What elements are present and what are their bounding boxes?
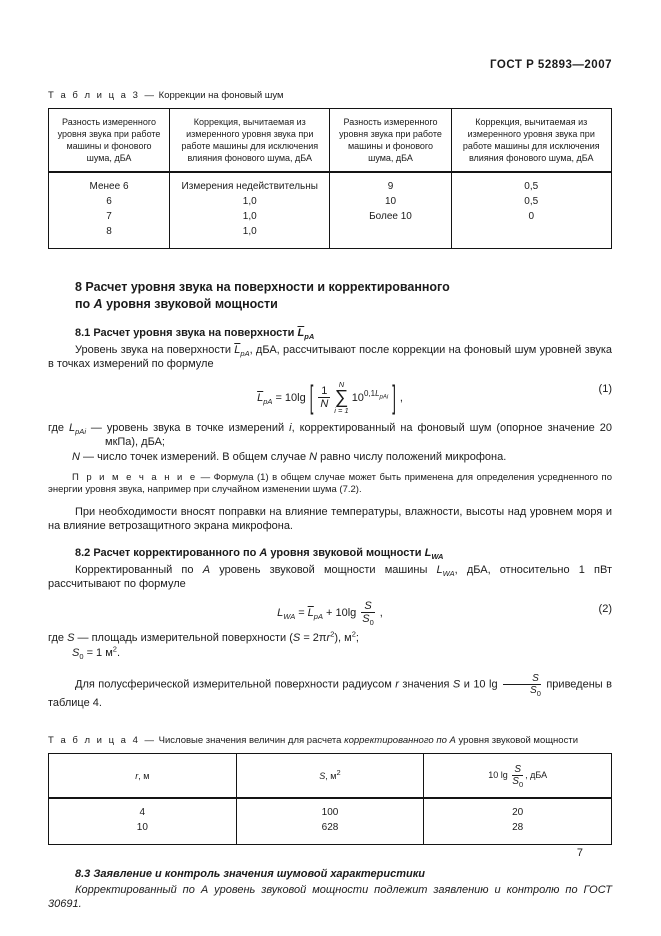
formula-2-number: (2) [598,603,612,615]
table-cell-line: 6 [106,196,112,207]
table-cell-line: 9 [387,181,394,192]
table4-col2: 100 628 [235,797,425,845]
table-cell-line: 0,5 [524,181,539,192]
page-number: 7 [576,847,583,859]
section-8-1-heading: 8.1 Расчет уровня звука на поверхности L… [75,327,315,342]
table3-col3: 9 10 Более 10 [329,171,452,249]
table-cell-line: 1,0 [242,226,257,237]
table3-header-diff-2: Разность измеренного уровня звука при ра… [329,108,452,173]
table-cell-line: 1,0 [242,196,257,207]
table-cell-line: Менее 6 [89,181,129,192]
table3-col4: 0,5 0,5 0 [450,171,613,249]
table-cell-line: 0,5 [524,196,539,207]
table4-numeric-values: r, м S, м2 10 lg S S0, дБА 4 10 100 628 2… [48,753,612,845]
document-title: ГОСТ Р 52893—2007 [490,59,612,71]
table3-col2: Измерения недействительны 1,0 1,0 1,0 [169,171,331,249]
corrections-paragraph: При необходимости вносят поправки на вли… [48,506,612,532]
note-paragraph: П р и м е ч а н и е — Формула (1) в обще… [48,472,612,495]
table4-col3: 20 28 [423,797,612,845]
formula-2-expression: LWA = LpA + 10lg S S0 , [277,600,383,628]
table3-header-diff-1: Разность измеренного уровня звука при ра… [47,108,171,173]
formula-2: LWA = LpA + 10lg S S0 , (2) [48,600,612,628]
table3-background-noise-corrections: Разность измеренного уровня звука при ра… [47,108,613,249]
section-8-heading: 8 Расчет уровня звука на поверхности и к… [75,279,612,313]
table-cell-line: 7 [106,211,112,222]
formula-1-number: (1) [598,383,612,395]
table4-header-r: r, м [48,753,237,799]
where-clause-LpAi: где LpAi — уровень звука в точке измерен… [48,422,612,448]
table4-header-10lg: 10 lg S S0, дБА [423,753,612,799]
section-8-heading-line2: по А уровня звуковой мощности [75,297,278,311]
section-8-3-paragraph: Корректированный по А уровень звуковой м… [48,884,612,910]
hemisphere-paragraph: Для полусферической измерительной поверх… [48,673,612,709]
table-cell-line: Измерения недействительны [181,181,318,192]
table-cell-line: 10 [136,822,148,833]
section-8-1-paragraph: Уровень звука на поверхности LpA, дБА, р… [48,344,613,370]
table-cell-line: 4 [139,807,146,818]
table-cell-line: Более 10 [369,211,412,222]
table4-col1: 4 10 [48,797,237,845]
section-8-3-heading: 8.3 Заявление и контроль значения шумово… [75,868,425,880]
table3-caption-text: Коррекции на фоновый шум [156,90,284,101]
where-clause-N: N — число точек измерений. В общем случа… [72,451,507,463]
table4-body-row: 4 10 100 628 20 28 [48,797,612,845]
table4-header-S: S, м2 [235,753,425,799]
table4-caption: Т а б л и ц а 4 — Числовые значения вели… [48,735,578,746]
where-clause-S: где S — площадь измерительной поверхност… [48,629,359,644]
table3-caption-label: Т а б л и ц а 3 — [48,90,157,101]
section-8-2-heading: 8.2 Расчет корректированного по А уровня… [75,547,444,562]
table3-col1: Менее 6 6 7 8 [47,171,171,249]
where-clause-S0: S0 = 1 м2. [72,644,121,662]
note-label: П р и м е ч а н и е [72,472,198,483]
table3-header-corr-2: Коррекция, вычитаемая из измеренного уро… [450,108,613,173]
section-8-2-paragraph: Корректированный по А уровень звуковой м… [48,564,612,590]
table-cell-line: 628 [321,822,339,833]
table3-header-corr-1: Коррекция, вычитаемая из измеренного уро… [169,108,331,173]
table-cell-line: 8 [106,226,112,237]
section-8-heading-line1: 8 Расчет уровня звука на поверхности и к… [75,280,450,294]
table3-body-row: Менее 6 6 7 8 Измерения недействительны … [47,171,613,249]
table-cell-line: 28 [512,822,524,833]
table-cell-line: 20 [512,807,524,818]
table3-header-row: Разность измеренного уровня звука при ра… [47,108,613,173]
table-cell-line: 0 [528,211,535,222]
table-cell-line: 10 [384,196,397,207]
table4-caption-label: Т а б л и ц а 4 — [48,735,157,746]
table4-header-row: r, м S, м2 10 lg S S0, дБА [48,753,612,799]
table3-caption: Т а б л и ц а 3 — Коррекции на фоновый ш… [48,89,612,102]
table-cell-line: 100 [321,807,339,818]
table-cell-line: 1,0 [242,211,257,222]
